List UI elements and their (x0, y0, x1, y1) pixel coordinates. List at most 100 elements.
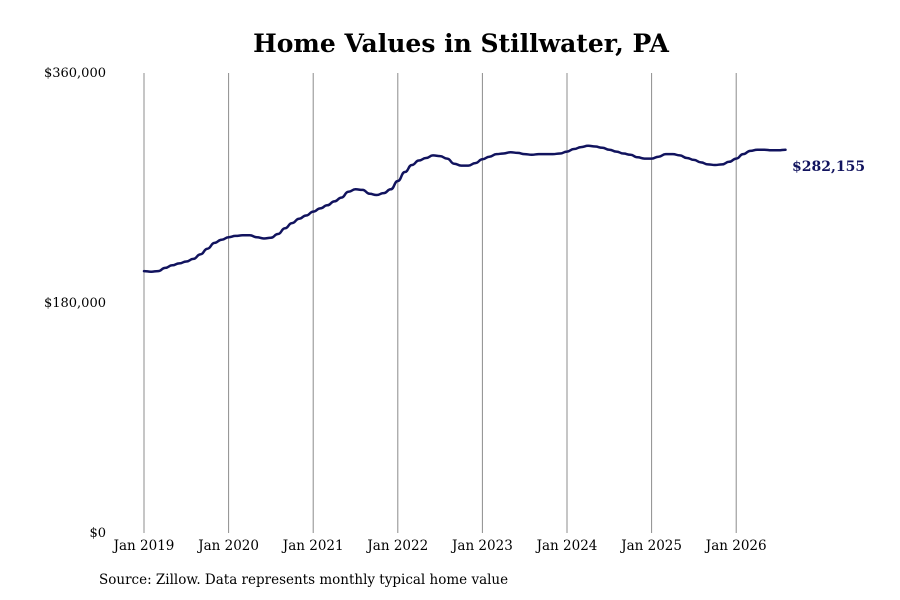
data-point-2025-05 (679, 155, 681, 157)
data-point-2023-02 (489, 156, 491, 158)
x-tick-label: Jan 2025 (619, 538, 682, 554)
data-point-2023-04 (503, 153, 505, 155)
data-point-2022-10 (461, 165, 463, 167)
data-point-2019-09 (200, 254, 202, 256)
y-tick-label: $0 (89, 526, 106, 541)
data-point-2021-06 (348, 191, 350, 193)
y-tick-label: $180,000 (44, 296, 106, 311)
data-point-2023-03 (496, 153, 498, 155)
data-point-2022-09 (453, 163, 455, 165)
data-point-2025-07 (693, 159, 695, 161)
x-tick-label: Jan 2023 (450, 538, 513, 554)
data-point-2020-09 (284, 228, 286, 230)
x-tick-label: Jan 2022 (365, 538, 428, 554)
x-axis-ticks: Jan 2019 Jan 2020 Jan 2021 Jan 2022 Jan 2023… (112, 538, 767, 554)
data-point-2026-06 (771, 150, 773, 152)
data-point-2023-08 (531, 154, 533, 156)
data-point-2022-03 (411, 164, 413, 166)
data-point-2022-04 (418, 160, 420, 162)
home-value-series-line (142, 144, 787, 273)
x-tick-label: Jan 2026 (704, 538, 767, 554)
data-point-2019-10 (207, 248, 209, 250)
gridlines (143, 73, 737, 533)
data-point-2024-07 (609, 149, 611, 151)
data-point-2023-09 (538, 153, 540, 155)
data-point-2019-08 (193, 258, 195, 260)
data-point-2020-08 (277, 233, 279, 235)
x-tick-label: Jan 2021 (281, 538, 344, 554)
data-point-2026-07 (778, 150, 780, 152)
data-point-2023-06 (517, 152, 519, 154)
data-point-2024-08 (616, 151, 618, 153)
data-point-2024-06 (602, 147, 604, 149)
data-point-2024-01 (566, 151, 568, 153)
data-point-2020-03 (242, 235, 244, 237)
data-point-2023-05 (510, 151, 512, 153)
data-point-2025-11 (721, 164, 723, 166)
data-point-2025-02 (658, 156, 660, 158)
data-point-2026-01 (735, 158, 737, 160)
data-point-2019-04 (164, 267, 166, 269)
data-point-2025-08 (700, 162, 702, 164)
y-axis-ticks: $0 $180,000 $360,000 (44, 66, 106, 541)
data-point-2020-11 (298, 218, 300, 220)
data-point-2020-10 (291, 222, 293, 224)
data-point-2024-05 (594, 146, 596, 148)
data-point-2026-05 (764, 149, 766, 151)
data-point-2020-04 (249, 235, 251, 237)
data-point-2021-10 (376, 194, 378, 196)
data-point-2024-10 (630, 154, 632, 156)
data-point-2021-09 (369, 193, 371, 195)
data-point-2022-05 (425, 157, 427, 159)
chart-title: Home Values in Stillwater, PA (253, 29, 669, 58)
data-point-2019-11 (214, 242, 216, 244)
data-point-2022-02 (404, 171, 406, 173)
data-point-2025-12 (728, 161, 730, 163)
x-tick-label: Jan 2024 (535, 538, 598, 554)
data-point-2019-03 (157, 270, 159, 272)
data-point-2020-12 (305, 215, 307, 217)
data-point-2026-02 (742, 153, 744, 155)
data-point-2025-04 (672, 153, 674, 155)
data-point-2019-01 (143, 270, 145, 272)
data-point-2021-05 (341, 197, 343, 199)
data-point-2019-12 (221, 239, 223, 241)
data-point-2019-06 (179, 263, 181, 265)
data-point-2022-11 (468, 165, 470, 167)
data-point-2022-01 (397, 180, 399, 182)
source-note: Source: Zillow. Data represents monthly … (99, 572, 509, 588)
data-point-2022-06 (432, 155, 434, 157)
x-tick-label: Jan 2019 (112, 538, 175, 554)
data-point-2023-10 (545, 153, 547, 155)
data-point-2025-01 (651, 158, 653, 160)
data-point-2024-11 (637, 157, 639, 159)
data-point-2024-12 (644, 158, 646, 160)
series-line-layer (142, 144, 787, 273)
data-point-2023-12 (559, 153, 561, 155)
data-point-2025-10 (714, 164, 716, 166)
data-point-2021-12 (390, 189, 392, 191)
data-point-2019-05 (171, 265, 173, 267)
data-point-2022-07 (439, 155, 441, 157)
data-point-2023-01 (482, 159, 484, 161)
data-point-2022-12 (475, 162, 477, 164)
data-point-2021-11 (383, 192, 385, 194)
data-point-2025-03 (665, 153, 667, 155)
data-point-2020-02 (235, 235, 237, 237)
data-point-2021-07 (355, 189, 357, 191)
data-point-2021-02 (320, 208, 322, 210)
data-point-2024-02 (573, 148, 575, 150)
data-point-2026-03 (750, 150, 752, 152)
data-point-2019-02 (150, 271, 152, 273)
data-point-2022-08 (446, 158, 448, 160)
x-tick-label: Jan 2020 (196, 538, 259, 554)
data-point-2021-08 (362, 189, 364, 191)
data-point-2021-03 (327, 205, 329, 207)
data-point-2020-01 (228, 236, 230, 238)
data-point-2024-03 (580, 146, 582, 148)
data-point-2024-09 (623, 153, 625, 155)
data-point-2024-04 (587, 145, 589, 147)
data-point-2019-07 (186, 261, 188, 263)
data-point-2020-06 (263, 238, 265, 240)
data-point-2026-08 (785, 149, 787, 151)
